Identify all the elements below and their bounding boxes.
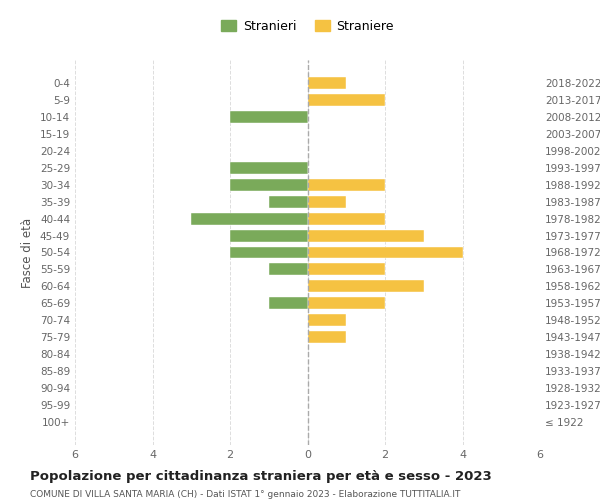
Bar: [230, 162, 308, 174]
Bar: [308, 280, 424, 292]
Bar: [191, 213, 308, 224]
Text: Popolazione per cittadinanza straniera per età e sesso - 2023: Popolazione per cittadinanza straniera p…: [30, 470, 492, 483]
Bar: [230, 179, 308, 191]
Bar: [308, 246, 463, 258]
Bar: [308, 196, 346, 207]
Bar: [308, 331, 346, 343]
Y-axis label: Fasce di età: Fasce di età: [22, 218, 34, 288]
Bar: [308, 264, 385, 276]
Bar: [308, 314, 346, 326]
Bar: [230, 246, 308, 258]
Bar: [269, 298, 308, 309]
Bar: [308, 213, 385, 224]
Bar: [230, 230, 308, 241]
Bar: [308, 94, 385, 106]
Bar: [230, 112, 308, 123]
Bar: [269, 264, 308, 276]
Bar: [308, 298, 385, 309]
Bar: [308, 78, 346, 90]
Bar: [308, 230, 424, 241]
Legend: Stranieri, Straniere: Stranieri, Straniere: [218, 16, 397, 36]
Bar: [308, 179, 385, 191]
Bar: [269, 196, 308, 207]
Text: COMUNE DI VILLA SANTA MARIA (CH) - Dati ISTAT 1° gennaio 2023 - Elaborazione TUT: COMUNE DI VILLA SANTA MARIA (CH) - Dati …: [30, 490, 460, 499]
